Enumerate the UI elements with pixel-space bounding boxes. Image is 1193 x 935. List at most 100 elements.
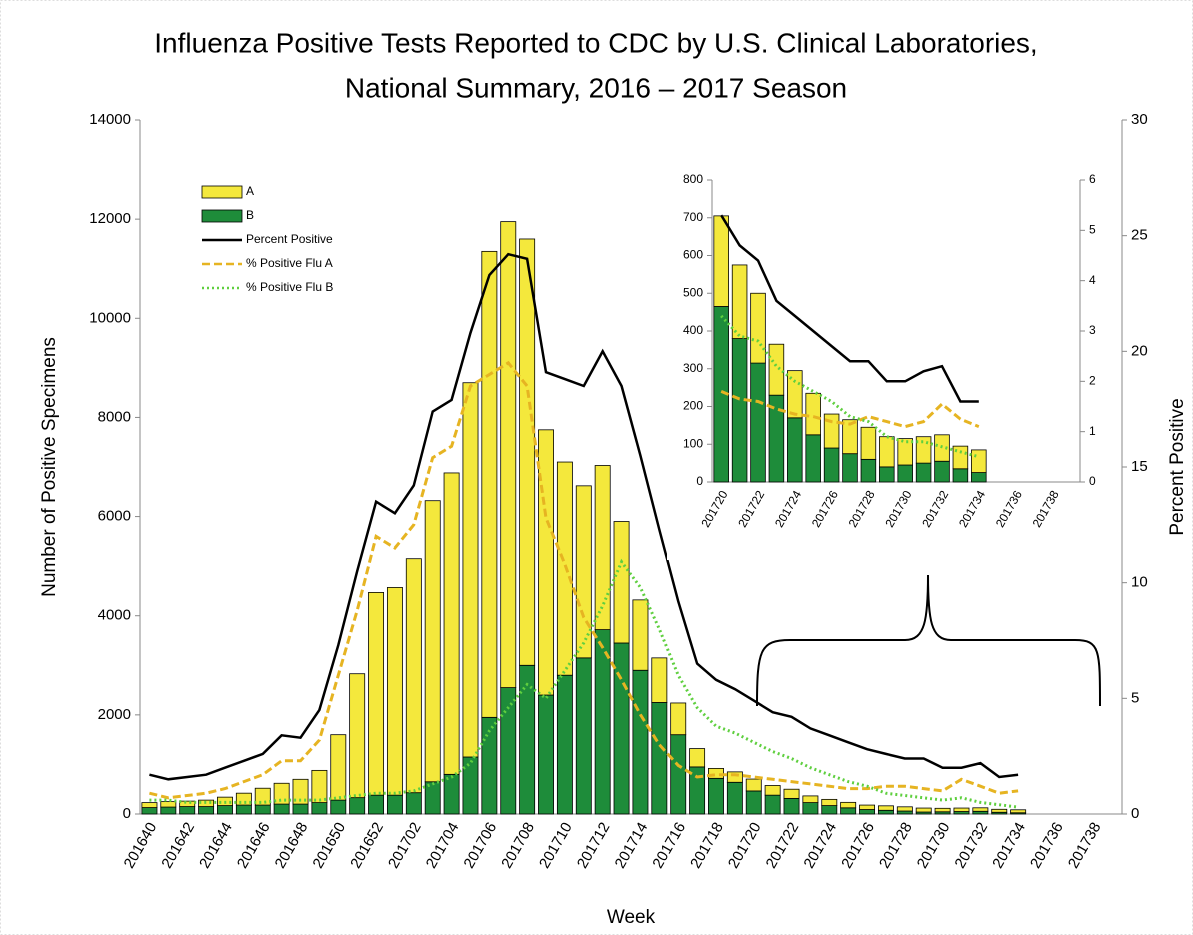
bar [860, 458, 877, 483]
series-line [149, 252, 1019, 781]
y-tick-label: 2000 [98, 706, 131, 723]
bar [349, 673, 366, 799]
bar [538, 429, 554, 696]
bar [330, 734, 347, 801]
legend-label: A [246, 184, 254, 198]
bar [896, 810, 913, 815]
bar [877, 805, 894, 811]
y2-tick-label: 10 [1131, 574, 1148, 591]
bar [443, 773, 460, 815]
bar [651, 657, 668, 703]
y2-tick-label: 5 [1089, 223, 1096, 237]
bar [689, 748, 706, 768]
bar [750, 292, 766, 364]
bar [613, 642, 630, 815]
bar [651, 702, 668, 815]
y2-tick-label: 0 [1131, 805, 1139, 822]
bar [368, 592, 385, 796]
bar [859, 804, 876, 810]
y-tick-label: 600 [683, 248, 703, 262]
y-tick-label: 700 [683, 210, 703, 224]
bar [632, 599, 649, 671]
legend-label: Percent Positive [246, 232, 333, 246]
bar [842, 419, 858, 455]
legend-label: % Positive Flu B [246, 280, 333, 294]
bar [915, 436, 932, 464]
bar [538, 694, 554, 815]
legend-swatch [201, 209, 243, 223]
bar [519, 664, 536, 815]
y-tick-label: 100 [683, 436, 703, 450]
bar [726, 771, 743, 783]
bar [368, 794, 385, 815]
bar [462, 382, 479, 758]
y2-tick-label: 6 [1089, 172, 1096, 186]
bar [713, 215, 729, 307]
bar [805, 392, 821, 436]
bar [768, 343, 785, 396]
chart-title: National Summary, 2016 – 2017 Season [345, 72, 847, 103]
bar [764, 785, 781, 796]
y-tick-label: 8000 [98, 408, 131, 425]
bar [575, 485, 592, 659]
y2-tick-label: 3 [1089, 323, 1096, 337]
bar [879, 436, 895, 468]
y-tick-label: 0 [696, 474, 703, 488]
bar [897, 464, 913, 483]
bar [613, 521, 630, 644]
bar [160, 806, 177, 815]
bar [802, 795, 819, 803]
bar [915, 462, 932, 483]
bar [500, 687, 517, 815]
bar [405, 558, 422, 794]
y2-tick-label: 15 [1131, 458, 1148, 475]
chart-panel: 0200040006000800010000120001400005101520… [39, 27, 1188, 928]
bar [745, 790, 762, 815]
bar [405, 792, 422, 815]
bar [273, 803, 290, 815]
bar [519, 238, 536, 666]
legend-label: B [246, 208, 254, 222]
y2-tick-label: 0 [1089, 474, 1096, 488]
bar [670, 702, 687, 736]
bar [708, 777, 724, 815]
y-tick-label: 800 [683, 172, 703, 186]
bar [802, 802, 819, 815]
bar [877, 809, 894, 815]
y-tick-label: 200 [683, 399, 703, 413]
bar [462, 756, 479, 815]
bar [217, 805, 233, 815]
bar [991, 808, 1008, 813]
bar [594, 465, 611, 630]
bar [934, 460, 950, 483]
y-tick-label: 12000 [89, 210, 131, 227]
bar [731, 338, 748, 483]
y-tick-label: 14000 [89, 111, 131, 128]
y2-tick-label: 4 [1089, 273, 1096, 287]
bar [575, 657, 592, 815]
series-line [720, 214, 979, 403]
y-axis-title: Number of Positive Specimens [39, 337, 60, 597]
bar [311, 769, 328, 803]
bar [179, 800, 196, 807]
bar [330, 799, 347, 815]
bar [235, 792, 252, 806]
bar [823, 413, 840, 449]
bar [879, 466, 895, 483]
bar [915, 807, 932, 813]
bar [953, 807, 970, 812]
bar [386, 794, 403, 815]
bar [840, 801, 857, 809]
bar [764, 794, 781, 815]
bar [424, 500, 441, 783]
bar [971, 449, 987, 473]
bar [726, 781, 743, 815]
series-line [720, 390, 980, 429]
bar [750, 362, 766, 483]
bar [500, 221, 517, 688]
bar [160, 801, 177, 808]
bar [896, 806, 913, 812]
bar [556, 674, 573, 815]
bar [254, 787, 271, 806]
